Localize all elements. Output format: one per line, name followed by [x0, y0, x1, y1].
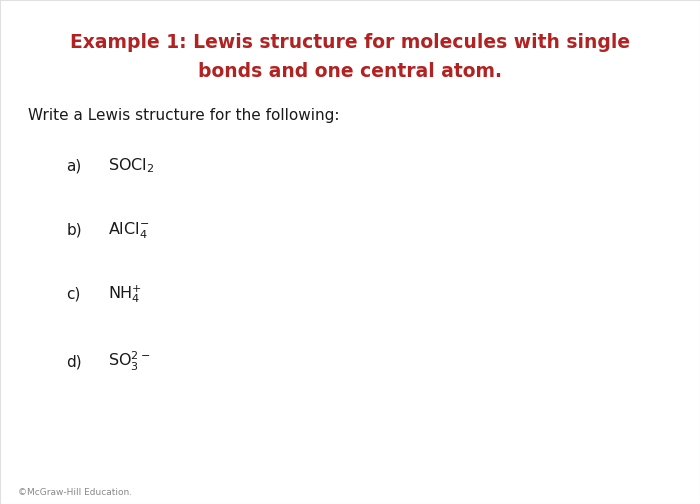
Text: Write a Lewis structure for the following:: Write a Lewis structure for the followin…: [28, 108, 340, 123]
Text: bonds and one central atom.: bonds and one central atom.: [198, 62, 502, 81]
Text: $\mathregular{AlCl}_{4}^{−}$: $\mathregular{AlCl}_{4}^{−}$: [108, 220, 150, 241]
Text: ©McGraw-Hill Education.: ©McGraw-Hill Education.: [18, 488, 132, 497]
Text: $\mathregular{SOCl}_{2}$: $\mathregular{SOCl}_{2}$: [108, 156, 155, 175]
Text: c): c): [66, 286, 81, 301]
Text: b): b): [66, 222, 82, 237]
Text: $\mathregular{SO}_{3}^{2−}$: $\mathregular{SO}_{3}^{2−}$: [108, 350, 150, 373]
Text: Example 1: Lewis structure for molecules with single: Example 1: Lewis structure for molecules…: [70, 33, 630, 52]
Text: $\mathregular{NH}_{4}^{+}$: $\mathregular{NH}_{4}^{+}$: [108, 283, 142, 305]
Text: d): d): [66, 355, 82, 370]
Text: a): a): [66, 158, 82, 173]
